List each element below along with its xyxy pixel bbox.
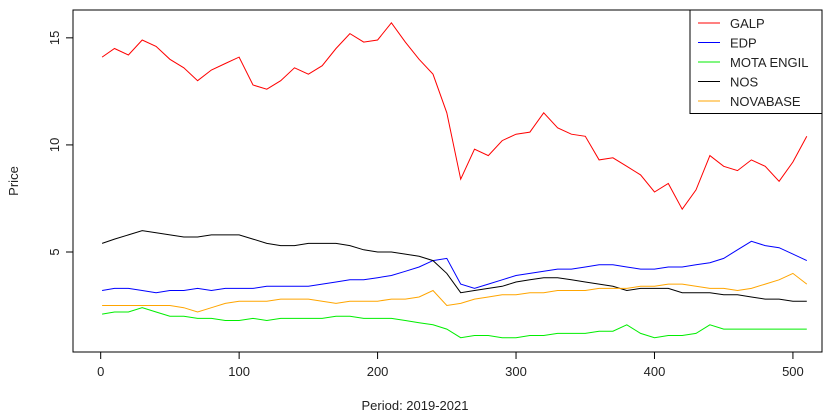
series-line bbox=[101, 230, 807, 302]
legend-label: GALP bbox=[730, 16, 765, 31]
series-line bbox=[102, 307, 807, 339]
y-tick-label: 10 bbox=[47, 138, 62, 152]
x-tick-label: 300 bbox=[505, 364, 527, 379]
series-line bbox=[102, 272, 808, 313]
x-tick-label: 400 bbox=[644, 364, 666, 379]
x-tick-label: 0 bbox=[97, 364, 104, 379]
y-axis-title: Price bbox=[6, 166, 21, 196]
legend-label: EDP bbox=[730, 36, 757, 51]
series-line bbox=[101, 21, 808, 211]
y-tick-label: 5 bbox=[47, 248, 62, 255]
y-tick-label: 15 bbox=[47, 31, 62, 45]
x-tick-label: 500 bbox=[782, 364, 804, 379]
series-line bbox=[102, 240, 808, 294]
legend-label: NOVABASE bbox=[730, 94, 801, 109]
legend-label: NOS bbox=[730, 75, 759, 90]
legend-label: MOTA ENGIL bbox=[730, 55, 809, 70]
x-axis-title: Period: 2019-2021 bbox=[362, 398, 469, 413]
x-tick-label: 200 bbox=[367, 364, 389, 379]
x-tick-label: 100 bbox=[228, 364, 250, 379]
